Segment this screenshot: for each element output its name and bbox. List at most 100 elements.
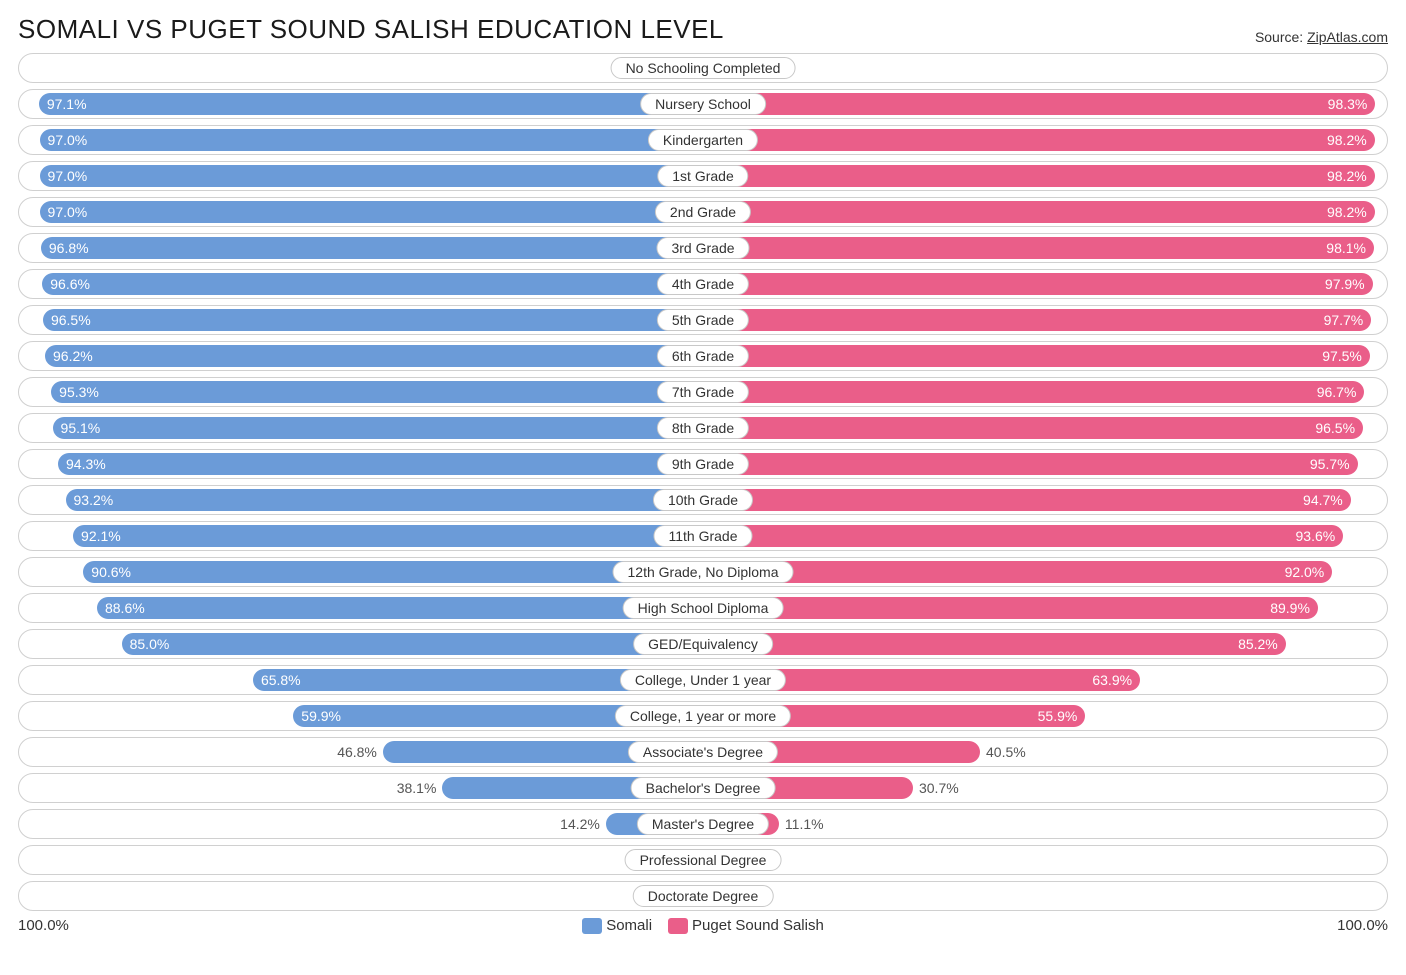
value-left: 38.1% [397, 780, 437, 796]
bar-left: 96.2% [45, 345, 703, 367]
source-prefix: Source: [1255, 29, 1307, 45]
value-right: 98.3% [1328, 96, 1368, 112]
value-right: 97.7% [1324, 312, 1364, 328]
chart-row: 95.1% 96.5% 8th Grade [18, 413, 1388, 443]
chart-row: 97.0% 98.2% 1st Grade [18, 161, 1388, 191]
chart-row: 96.5% 97.7% 5th Grade [18, 305, 1388, 335]
category-label: Associate's Degree [628, 741, 778, 763]
bar-right: 98.1% [703, 237, 1374, 259]
category-label: Nursery School [640, 93, 766, 115]
chart-row: 97.0%98.2%Kindergarten [18, 125, 1388, 155]
category-label: 4th Grade [657, 273, 749, 295]
bar-left: 97.0% [40, 201, 703, 223]
category-label: 12th Grade, No Diploma [613, 561, 794, 583]
bar-right: 96.7% [703, 381, 1364, 403]
chart-row: 97.1% 98.3% Nursery School [18, 89, 1388, 119]
bar-left: 94.3% [58, 453, 703, 475]
value-right: 97.9% [1325, 276, 1365, 292]
value-left: 97.0% [48, 132, 88, 148]
chart-row: 92.1% 93.6% 11th Grade [18, 521, 1388, 551]
value-left: 65.8% [261, 672, 301, 688]
chart-row: 97.0% 98.2% 2nd Grade [18, 197, 1388, 227]
value-left: 96.2% [53, 348, 93, 364]
category-label: Kindergarten [648, 129, 758, 151]
bar-left: 85.0% [122, 633, 703, 655]
category-label: 2nd Grade [655, 201, 751, 223]
legend-swatch-right [668, 918, 688, 934]
chart-footer: 100.0% Somali Puget Sound Salish 100.0% [18, 917, 1388, 934]
bar-left: 96.8% [41, 237, 703, 259]
category-label: College, 1 year or more [615, 705, 791, 727]
bar-left: 88.6% [97, 597, 703, 619]
value-right: 85.2% [1238, 636, 1278, 652]
value-left: 85.0% [130, 636, 170, 652]
category-label: 3rd Grade [656, 237, 749, 259]
chart-row: 90.6%92.0%12th Grade, No Diploma [18, 557, 1388, 587]
source-link[interactable]: ZipAtlas.com [1307, 29, 1388, 45]
value-right: 98.2% [1327, 168, 1367, 184]
value-left: 92.1% [81, 528, 121, 544]
category-label: 9th Grade [657, 453, 749, 475]
chart-row: 96.8% 98.1% 3rd Grade [18, 233, 1388, 263]
chart-title: SOMALI VS PUGET SOUND SALISH EDUCATION L… [18, 14, 724, 45]
value-left: 97.0% [48, 204, 88, 220]
category-label: College, Under 1 year [620, 669, 786, 691]
value-right: 98.1% [1326, 240, 1366, 256]
legend-label-left: Somali [606, 917, 652, 934]
value-left: 97.0% [48, 168, 88, 184]
category-label: 8th Grade [657, 417, 749, 439]
value-left: 90.6% [91, 564, 131, 580]
value-left: 95.1% [61, 420, 101, 436]
bar-right: 97.9% [703, 273, 1373, 295]
category-label: 5th Grade [657, 309, 749, 331]
chart-row: 59.9%55.9%College, 1 year or more [18, 701, 1388, 731]
chart-row: 96.6%97.9%4th Grade [18, 269, 1388, 299]
bar-left: 95.3% [51, 381, 703, 403]
category-label: 1st Grade [657, 165, 748, 187]
category-label: 11th Grade [653, 525, 752, 547]
bar-right: 97.7% [703, 309, 1371, 331]
category-label: 6th Grade [657, 345, 749, 367]
category-label: Professional Degree [625, 849, 782, 871]
value-right: 93.6% [1296, 528, 1336, 544]
value-right: 63.9% [1092, 672, 1132, 688]
value-right: 30.7% [919, 780, 959, 796]
bar-left: 97.0% [40, 165, 703, 187]
chart-row: 38.1%30.7%Bachelor's Degree [18, 773, 1388, 803]
value-right: 11.1% [785, 816, 824, 832]
legend: Somali Puget Sound Salish [69, 917, 1337, 934]
bar-left: 93.2% [66, 489, 703, 511]
value-left: 94.3% [66, 456, 106, 472]
legend-label-right: Puget Sound Salish [692, 917, 824, 934]
bar-left: 97.0% [40, 129, 703, 151]
value-right: 96.5% [1315, 420, 1355, 436]
category-label: Doctorate Degree [633, 885, 774, 907]
bar-right: 94.7% [703, 489, 1351, 511]
category-label: 10th Grade [653, 489, 753, 511]
chart-row: 95.3% 96.7%7th Grade [18, 377, 1388, 407]
bar-left: 97.1% [39, 93, 703, 115]
value-right: 97.5% [1322, 348, 1362, 364]
category-label: 7th Grade [657, 381, 749, 403]
chart-row: 46.8%40.5%Associate's Degree [18, 737, 1388, 767]
category-label: Master's Degree [637, 813, 769, 835]
value-left: 93.2% [74, 492, 114, 508]
bar-left: 95.1% [53, 417, 703, 439]
chart-row: 94.3%95.7%9th Grade [18, 449, 1388, 479]
bar-right: 89.9% [703, 597, 1318, 619]
value-left: 59.9% [301, 708, 341, 724]
value-right: 98.2% [1327, 204, 1367, 220]
category-label: No Schooling Completed [611, 57, 796, 79]
bar-right: 85.2% [703, 633, 1286, 655]
axis-max-right: 100.0% [1337, 917, 1388, 934]
chart-header: SOMALI VS PUGET SOUND SALISH EDUCATION L… [18, 14, 1388, 45]
bar-right: 96.5% [703, 417, 1363, 439]
value-left: 96.5% [51, 312, 91, 328]
axis-max-left: 100.0% [18, 917, 69, 934]
chart-row: 85.0%85.2%GED/Equivalency [18, 629, 1388, 659]
chart-row: 4.1%3.1%Professional Degree [18, 845, 1388, 875]
chart-row: 14.2%11.1%Master's Degree [18, 809, 1388, 839]
bar-left: 96.5% [43, 309, 703, 331]
value-left: 95.3% [59, 384, 99, 400]
legend-item-left: Somali [582, 917, 652, 934]
